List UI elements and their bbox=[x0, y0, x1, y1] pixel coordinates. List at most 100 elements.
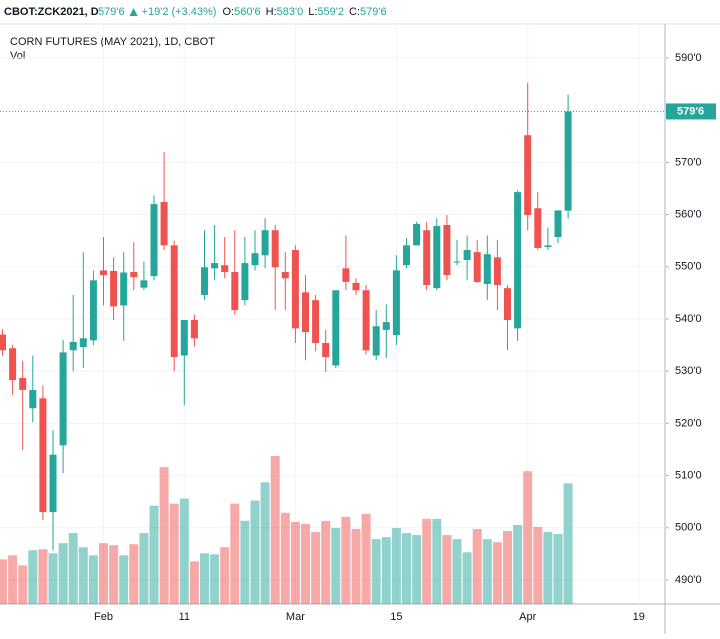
volume-bar bbox=[432, 518, 442, 604]
volume-bar bbox=[472, 528, 482, 604]
field-key: L: bbox=[308, 6, 317, 18]
candle-body bbox=[100, 270, 107, 276]
candle-body bbox=[231, 271, 239, 311]
candle-body bbox=[524, 135, 532, 216]
volume-bar bbox=[452, 539, 462, 604]
volume-bar bbox=[492, 542, 502, 604]
candle-body bbox=[19, 377, 27, 390]
candle-body bbox=[564, 111, 572, 211]
volume-bar bbox=[351, 528, 361, 604]
volume-label: Vol bbox=[10, 50, 25, 62]
candle-body bbox=[362, 290, 370, 351]
volume-bar bbox=[58, 543, 68, 604]
y-tick-label: 570'0 bbox=[675, 156, 702, 168]
volume-bar bbox=[250, 500, 260, 604]
x-tick-label: Apr bbox=[519, 611, 536, 623]
volume-bar bbox=[311, 532, 321, 604]
candle-body bbox=[201, 267, 208, 295]
volume-bar bbox=[109, 545, 119, 604]
candle-body bbox=[79, 338, 87, 348]
candle-body bbox=[39, 398, 47, 513]
volume-bar bbox=[88, 555, 98, 604]
y-tick-label: 560'0 bbox=[675, 208, 702, 220]
volume-bar bbox=[533, 526, 543, 604]
volume-bar bbox=[321, 520, 331, 604]
candle-body bbox=[9, 348, 17, 381]
candle-body bbox=[59, 352, 67, 446]
candle-body bbox=[352, 282, 360, 291]
volume-bar bbox=[230, 503, 240, 604]
candle-body bbox=[342, 268, 350, 282]
candle-body bbox=[322, 342, 330, 358]
volume-bar bbox=[543, 532, 553, 604]
volume-bar bbox=[331, 527, 341, 604]
candle-body bbox=[493, 257, 501, 286]
volume-bar bbox=[381, 537, 391, 604]
candle-body bbox=[514, 192, 522, 329]
last-price-label: 579'6 bbox=[677, 105, 704, 117]
volume-bar bbox=[48, 553, 58, 604]
candle-body bbox=[443, 224, 451, 276]
volume-bar bbox=[28, 550, 38, 604]
volume-bar bbox=[563, 483, 573, 604]
volume-bar bbox=[503, 531, 512, 604]
volume-bar bbox=[301, 523, 310, 604]
change: +19'2 (+3.43%) bbox=[142, 6, 217, 18]
volume-bar bbox=[68, 533, 78, 604]
candle-body bbox=[281, 271, 289, 279]
candle-body bbox=[544, 245, 552, 247]
field-value: 560'6 bbox=[234, 6, 261, 18]
candle-body bbox=[251, 253, 259, 266]
volume-bar bbox=[402, 533, 411, 604]
volume-bar bbox=[280, 512, 290, 604]
candle-body bbox=[372, 326, 380, 356]
candle-body bbox=[110, 270, 118, 307]
volume-bar bbox=[18, 565, 28, 604]
volume-bar bbox=[240, 520, 250, 604]
volume-bar bbox=[270, 456, 280, 604]
candle-body bbox=[382, 322, 390, 330]
candle-body bbox=[0, 334, 6, 351]
candle-body bbox=[69, 341, 77, 351]
symbol: CBOT:ZCK2021, D bbox=[4, 6, 99, 18]
volume-bar bbox=[260, 482, 270, 604]
candle-body bbox=[170, 245, 178, 358]
volume-bar bbox=[139, 533, 149, 604]
field-key: H: bbox=[266, 6, 277, 18]
candle-body bbox=[554, 210, 562, 237]
price: 579'6 bbox=[98, 6, 125, 18]
candle-body bbox=[433, 226, 441, 289]
volume-bar bbox=[442, 535, 452, 604]
candle-body bbox=[423, 230, 431, 286]
candle-body bbox=[120, 272, 128, 306]
volume-bar bbox=[189, 561, 199, 604]
candle-body bbox=[534, 208, 542, 248]
y-tick-label: 550'0 bbox=[675, 261, 702, 273]
volume-bar bbox=[371, 539, 381, 604]
field-key: C: bbox=[349, 6, 360, 18]
x-tick-label: Mar bbox=[286, 611, 305, 623]
volume-bar bbox=[290, 521, 300, 604]
x-tick-label: 19 bbox=[633, 611, 645, 623]
candle-body bbox=[190, 320, 198, 339]
y-tick-label: 590'0 bbox=[675, 52, 702, 64]
volume-bar bbox=[99, 543, 108, 604]
chart-title: CORN FUTURES (MAY 2021), 1D, CBOT bbox=[10, 36, 215, 48]
volume-bar bbox=[341, 516, 351, 604]
y-tick-label: 520'0 bbox=[675, 417, 702, 429]
volume-bar bbox=[159, 467, 169, 604]
candle-body bbox=[332, 290, 340, 366]
y-tick-label: 530'0 bbox=[675, 365, 702, 377]
y-tick-label: 500'0 bbox=[675, 522, 702, 534]
candle-body bbox=[180, 320, 188, 356]
volume-bar bbox=[361, 513, 371, 604]
candle-body bbox=[271, 230, 279, 268]
volume-bar bbox=[8, 555, 18, 604]
field-value: 583'0 bbox=[277, 6, 304, 18]
candle-body bbox=[463, 250, 471, 260]
volume-bar bbox=[513, 524, 523, 604]
volume-bar bbox=[412, 535, 422, 604]
candle-body bbox=[453, 261, 461, 263]
candle-body bbox=[504, 288, 511, 321]
